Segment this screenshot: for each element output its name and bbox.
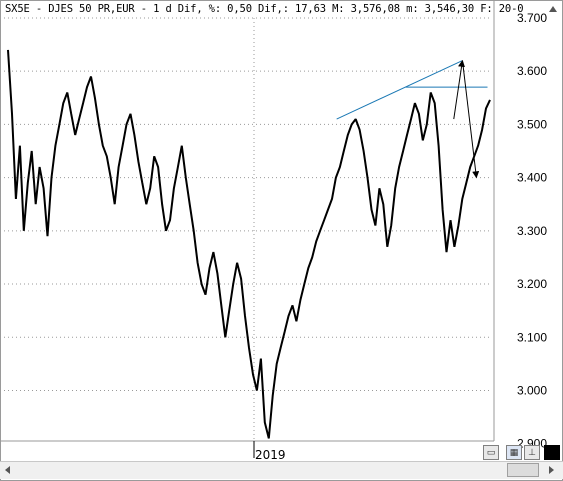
- arrow-annotation: [453, 59, 465, 120]
- y-tick-label: 3.000: [517, 383, 547, 397]
- y-tick-label: 3.100: [517, 330, 547, 344]
- scroll-thumb[interactable]: [507, 463, 539, 477]
- horizontal-scrollbar[interactable]: [0, 461, 563, 479]
- arrow-annotation: [461, 60, 480, 179]
- y-tick-label: 3.600: [517, 64, 547, 78]
- trendline: [336, 60, 463, 120]
- pin-icon[interactable]: ⊥: [524, 445, 540, 460]
- scroll-left-icon[interactable]: [5, 466, 10, 474]
- price-line: [7, 49, 491, 439]
- y-tick-label: 3.400: [517, 171, 547, 185]
- chart-header: SX5E - DJES 50 PR,EUR - 1 d Dif, %: 0,50…: [5, 3, 523, 15]
- y-tick-label: 3.700: [517, 11, 547, 25]
- monitor-icon[interactable]: ▭: [483, 445, 499, 460]
- scroll-right-icon[interactable]: [549, 466, 554, 474]
- y-tick-label: 3.200: [517, 277, 547, 291]
- y-tick-label: 3.300: [517, 224, 547, 238]
- chart-toolbar: ▭ ▦ ⊥: [0, 441, 563, 481]
- color-icon[interactable]: [544, 445, 560, 460]
- save-icon[interactable]: ▦: [506, 445, 522, 460]
- x-tick-label-2019: 2019: [255, 448, 286, 462]
- y-tick-label: 3.500: [517, 117, 547, 131]
- scroll-up-icon[interactable]: [549, 6, 557, 12]
